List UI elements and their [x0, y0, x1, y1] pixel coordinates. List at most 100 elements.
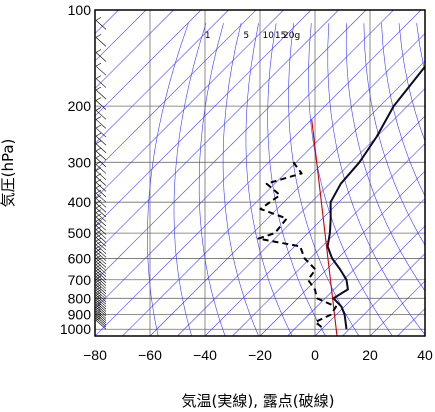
wind-barb	[95, 258, 107, 268]
wind-barb	[95, 225, 107, 235]
isotherm-line	[95, 10, 202, 117]
wind-barb-flag	[95, 199, 102, 204]
isotherm-line	[314, 225, 425, 336]
isotherm-line	[287, 198, 425, 336]
wind-barb-flag	[95, 189, 102, 194]
wind-barb-flag	[95, 273, 102, 277]
y-tick-label: 500	[68, 225, 92, 241]
wind-barb-flag	[95, 195, 102, 199]
mixing-ratio-label: 5	[243, 31, 249, 41]
adiabat-line	[245, 23, 293, 336]
wind-barb	[95, 20, 107, 30]
wind-barb-flag	[95, 116, 102, 120]
wind-barb	[95, 187, 107, 198]
mixing-ratio-label: 1	[205, 31, 211, 41]
wind-barb-flag	[95, 147, 102, 152]
isotherm-line	[204, 115, 425, 336]
wind-barb	[95, 229, 107, 239]
wind-barb-flag	[95, 17, 102, 21]
wind-barb	[95, 150, 107, 161]
temperature-line	[326, 65, 425, 330]
wind-barb	[95, 313, 107, 324]
sounding-series	[257, 65, 425, 330]
adiabat-line	[288, 23, 360, 336]
isotherm-line	[232, 143, 425, 336]
mixing-ratio-label: 15	[275, 31, 286, 41]
y-tick-label: 800	[68, 290, 92, 306]
y-tick-label: 100	[68, 2, 92, 18]
wind-barb	[95, 78, 107, 88]
wind-barb	[95, 170, 107, 180]
wind-barb-flag	[95, 86, 102, 91]
wind-barb	[95, 251, 107, 261]
y-tick-label: 700	[68, 272, 92, 288]
wind-barb	[95, 192, 107, 203]
wind-barb	[95, 284, 107, 295]
wind-barb-flag	[95, 140, 102, 145]
adiabat-line	[416, 23, 425, 74]
wind-barb	[95, 297, 107, 307]
wind-barb	[95, 216, 107, 227]
pressure-gridlines	[94, 9, 426, 336]
wind-barb	[95, 110, 107, 120]
adiabat-line	[222, 23, 259, 336]
wind-barb	[95, 279, 107, 289]
wind-barb-flag	[95, 222, 102, 226]
wind-barb-flag	[95, 284, 102, 288]
mixing-ratio-label: 10	[263, 31, 275, 41]
wind-barb-flag	[95, 124, 102, 129]
adiabat-line	[147, 23, 189, 336]
wind-barb	[95, 240, 107, 251]
wind-barb	[95, 292, 107, 302]
x-tick-label: −60	[138, 347, 162, 363]
wind-barb	[95, 221, 107, 231]
wind-barb-flag	[95, 213, 102, 218]
wind-barb	[95, 254, 107, 265]
wind-barb-flag	[95, 281, 102, 286]
wind-barb	[95, 143, 107, 153]
adiabat-line	[267, 23, 326, 336]
wind-barb-flag	[95, 299, 102, 303]
isotherm-line	[259, 170, 425, 336]
isotherm-line	[95, 10, 394, 309]
wind-barb	[95, 276, 107, 286]
wind-barb	[95, 237, 107, 247]
x-tick-label: −80	[83, 347, 107, 363]
adiabat-line	[173, 23, 207, 336]
wind-barb-flag	[95, 276, 102, 280]
wind-barb-flag	[95, 296, 102, 301]
adiabat-line	[381, 23, 425, 197]
wind-barb	[95, 289, 107, 300]
wind-barb-flag	[95, 306, 102, 310]
wind-barb	[95, 264, 107, 274]
wind-barb	[95, 127, 107, 138]
reference-line	[311, 119, 338, 336]
wind-barb	[95, 182, 107, 192]
plot-frame	[94, 9, 426, 337]
reference-line-red	[311, 119, 338, 336]
wind-barb-flag	[95, 301, 102, 306]
wind-barb-flag	[95, 209, 102, 213]
wind-barb	[95, 207, 107, 218]
wind-barb-flag	[95, 278, 102, 283]
isotherm-line	[95, 10, 367, 282]
y-tick-label: 1000	[60, 321, 91, 337]
y-tick-label: 200	[68, 98, 92, 114]
wind-barb-flag	[95, 303, 102, 308]
wind-barb	[95, 287, 107, 297]
wind-barb-flag	[95, 289, 102, 293]
wind-barb	[95, 52, 107, 62]
wind-barb-flag	[95, 308, 102, 312]
wind-barb	[95, 270, 107, 281]
x-tick-label: 0	[311, 347, 319, 363]
wind-barb-flag	[95, 62, 102, 67]
wind-barb-flag	[95, 132, 102, 137]
wind-barb	[95, 295, 107, 305]
x-tick-label: 40	[417, 347, 433, 363]
y-axis-title: 気圧(hPa)	[0, 139, 17, 208]
wind-barb	[95, 65, 107, 76]
x-tick-labels: −80 −60 −40 −20 0 20 40	[83, 347, 433, 363]
